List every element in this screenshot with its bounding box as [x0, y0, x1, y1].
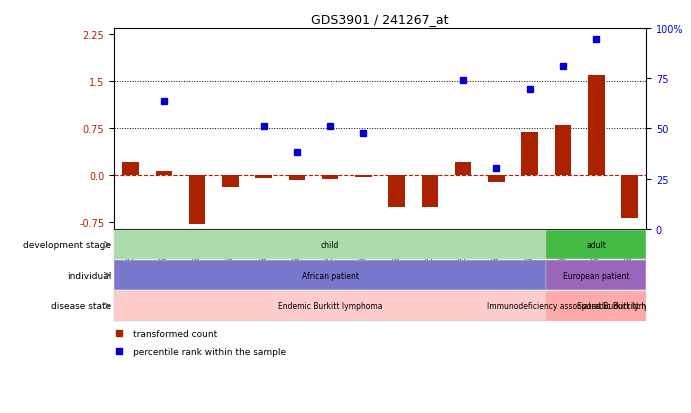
Bar	[222, 176, 238, 187]
Title: GDS3901 / 241267_at: GDS3901 / 241267_at	[312, 13, 448, 26]
Bar	[613, 291, 646, 321]
Text: individual: individual	[67, 271, 111, 280]
Bar	[388, 176, 405, 207]
Bar	[322, 176, 339, 179]
Bar	[114, 261, 547, 290]
Bar	[155, 172, 172, 176]
Text: African patient: African patient	[302, 271, 359, 280]
Bar	[355, 176, 372, 178]
Bar	[522, 132, 538, 176]
Bar	[422, 176, 438, 207]
Text: Sporadic Burkitt lymphoma: Sporadic Burkitt lymphoma	[577, 301, 682, 311]
Bar	[122, 162, 139, 176]
Text: Endemic Burkitt lymphoma: Endemic Burkitt lymphoma	[278, 301, 382, 311]
Text: percentile rank within the sample: percentile rank within the sample	[133, 347, 286, 356]
Text: Immunodeficiency associated Burkitt lymphoma: Immunodeficiency associated Burkitt lymp…	[487, 301, 672, 311]
Bar	[114, 291, 547, 321]
Bar	[114, 230, 547, 260]
Text: European patient: European patient	[563, 271, 630, 280]
Bar	[547, 291, 613, 321]
Bar	[547, 230, 646, 260]
Text: transformed count: transformed count	[133, 329, 217, 338]
Bar	[289, 176, 305, 180]
Bar	[488, 176, 504, 182]
Bar	[555, 126, 571, 176]
Text: adult: adult	[586, 240, 606, 249]
Bar	[621, 176, 638, 218]
Bar	[189, 176, 205, 225]
Bar	[256, 176, 272, 178]
Text: child: child	[321, 240, 339, 249]
Bar	[455, 162, 471, 176]
Text: disease state: disease state	[51, 301, 111, 311]
Bar	[588, 76, 605, 176]
Text: development stage: development stage	[23, 240, 111, 249]
Bar	[547, 261, 646, 290]
